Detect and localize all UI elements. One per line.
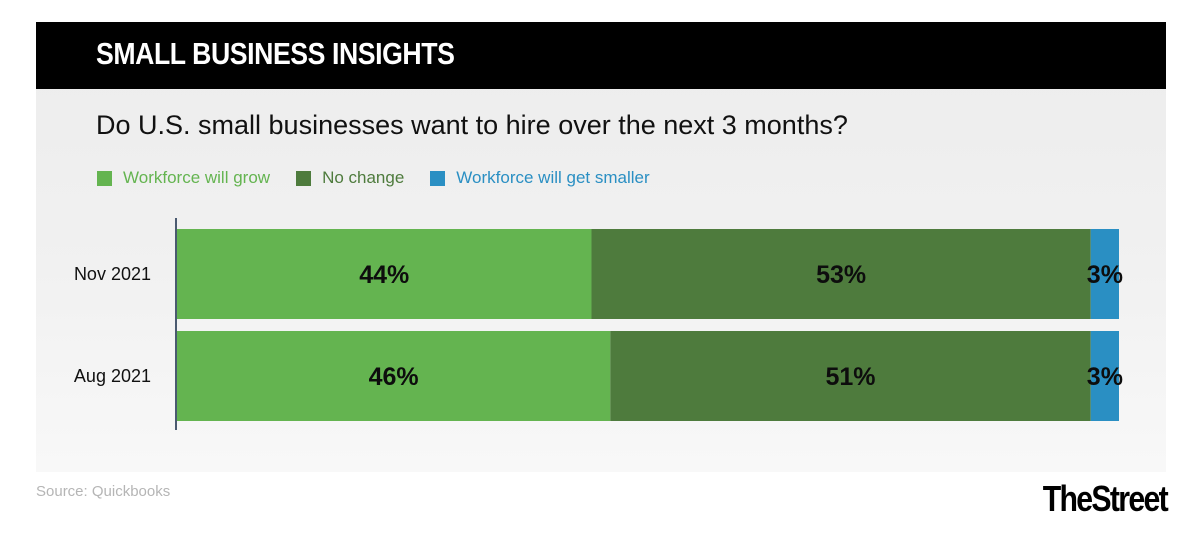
category-label: Aug 2021: [74, 366, 151, 386]
chart-card: SMALL BUSINESS INSIGHTS Do U.S. small bu…: [36, 22, 1166, 472]
legend-label-smaller: Workforce will get smaller: [456, 168, 650, 187]
legend-item-grow: Workforce will grow: [97, 168, 270, 188]
bar-segment: [610, 331, 1091, 421]
bar-segment: [1090, 331, 1119, 421]
legend: Workforce will grow No change Workforce …: [97, 167, 676, 189]
banner: SMALL BUSINESS INSIGHTS: [36, 22, 1166, 89]
legend-label-no-change: No change: [322, 168, 405, 187]
bar-value-label: 51%: [826, 363, 876, 391]
legend-item-no-change: No change: [296, 168, 404, 188]
legend-swatch-smaller: [430, 170, 446, 186]
bar-segment: [177, 331, 611, 421]
legend-item-smaller: Workforce will get smaller: [430, 168, 650, 188]
bar-value-label: 3%: [1087, 363, 1123, 391]
chart-title: Do U.S. small businesses want to hire ov…: [96, 110, 848, 140]
legend-label-grow: Workforce will grow: [123, 168, 271, 187]
legend-swatch-no-change: [296, 170, 312, 186]
legend-swatch-grow: [97, 170, 112, 186]
source-note: Source: Quickbooks: [36, 483, 171, 500]
bar-chart: Nov 2021 44% 53% 3% Aug 2021 46% 51% 3%: [74, 218, 1123, 430]
banner-title: SMALL BUSINESS INSIGHTS: [96, 36, 455, 71]
bar-value-label: 46%: [369, 363, 419, 391]
thestreet-logo: TheStreet: [1042, 478, 1169, 519]
bar-segment: [1090, 229, 1119, 319]
bar-segment: [177, 229, 592, 319]
bar-value-label: 3%: [1087, 261, 1123, 289]
bar-segment: [591, 229, 1091, 319]
category-label: Nov 2021: [74, 264, 151, 284]
bar-value-label: 44%: [359, 261, 409, 289]
bar-value-label: 53%: [816, 261, 866, 289]
